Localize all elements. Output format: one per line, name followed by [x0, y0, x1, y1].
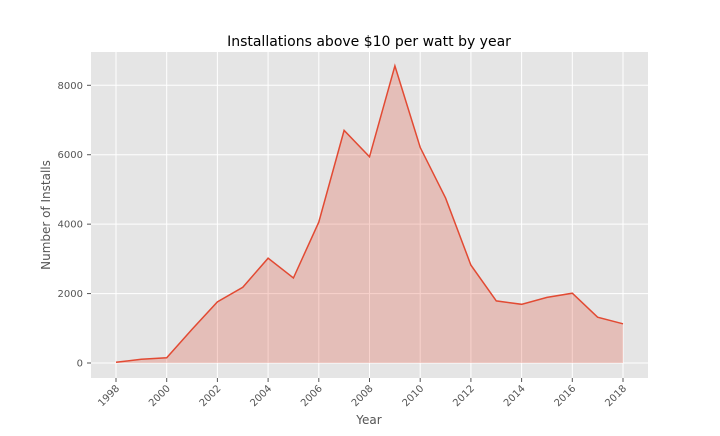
y-axis-label: Number of Installs: [39, 160, 53, 270]
area-fill: [116, 65, 623, 364]
x-tick-label: 2000: [147, 383, 173, 409]
x-tick-label: 1998: [96, 383, 122, 409]
y-tick-label: 8000: [58, 81, 83, 92]
x-axis-label: Year: [355, 413, 381, 427]
x-tick-label: 2002: [198, 383, 224, 409]
y-axis-ticks: 0 2000 4000 6000 8000: [58, 81, 91, 370]
x-tick-label: 2016: [553, 383, 579, 409]
y-tick-label: 4000: [58, 220, 83, 231]
x-axis-ticks: 1998 2000 2002 2004 2006 2008 2010 2012 2014 2016…: [96, 378, 629, 409]
y-tick-label: 6000: [58, 150, 83, 161]
series-line: [115, 63, 624, 364]
x-tick-label: 2012: [451, 383, 477, 409]
y-tick-label: 0: [77, 359, 83, 370]
y-tick-label: 2000: [58, 289, 83, 300]
x-tick-label: 2004: [248, 383, 274, 409]
chart-title: Installations above $10 per watt by year: [227, 34, 511, 50]
x-tick-label: 2014: [502, 383, 528, 409]
x-tick-label: 2006: [299, 383, 325, 409]
x-tick-label: 2010: [401, 383, 427, 409]
x-tick-label: 2008: [350, 383, 376, 409]
x-tick-label: 2018: [603, 383, 629, 409]
